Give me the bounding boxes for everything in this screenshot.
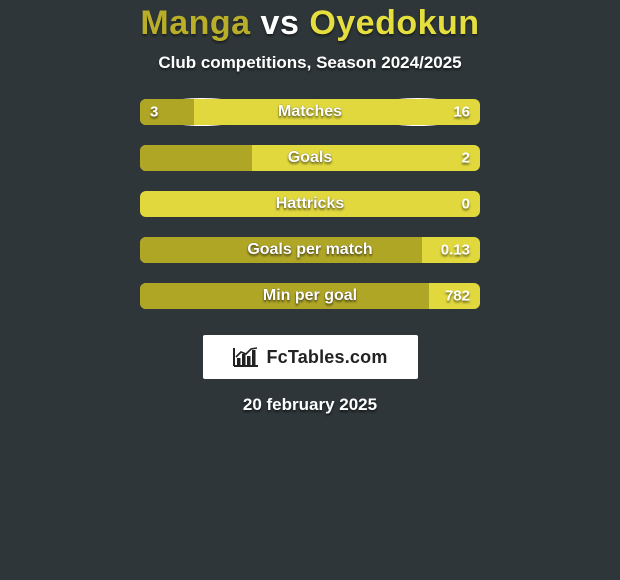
page-title: Manga vs Oyedokun bbox=[140, 4, 479, 43]
stat-value-right: 782 bbox=[445, 288, 470, 305]
stat-bar-left-fill bbox=[140, 283, 429, 309]
comparison-infographic: Manga vs Oyedokun Club competitions, Sea… bbox=[0, 0, 620, 580]
stat-bar-left-fill bbox=[140, 99, 194, 125]
stat-row: Min per goal782 bbox=[140, 283, 480, 309]
player2-name: Oyedokun bbox=[309, 4, 479, 42]
date-label: 20 february 2025 bbox=[243, 395, 377, 415]
stat-bar: Goals per match0.13 bbox=[140, 237, 480, 263]
stat-value-right: 16 bbox=[453, 104, 470, 121]
subtitle: Club competitions, Season 2024/2025 bbox=[158, 53, 461, 73]
stat-bar: Min per goal782 bbox=[140, 283, 480, 309]
stat-row: Goals per match0.13 bbox=[140, 237, 480, 263]
stat-row: Hattricks0 bbox=[140, 191, 480, 217]
stat-bar-left-fill bbox=[140, 237, 422, 263]
stat-bar: Hattricks0 bbox=[140, 191, 480, 217]
stat-label: Hattricks bbox=[140, 195, 480, 213]
stat-bar: Matches316 bbox=[140, 99, 480, 125]
stat-value-right: 0 bbox=[462, 196, 470, 213]
stat-rows: Matches316 Goals2 Hattricks0 Goals per matc… bbox=[140, 99, 480, 329]
stat-bar-left-fill bbox=[140, 145, 252, 171]
logo-box: FcTables.com bbox=[203, 335, 418, 379]
bar-chart-icon bbox=[232, 346, 260, 368]
vs-text: vs bbox=[261, 4, 300, 42]
stat-bar: Goals2 bbox=[140, 145, 480, 171]
logo-text: FcTables.com bbox=[266, 347, 387, 368]
player1-name: Manga bbox=[140, 4, 250, 42]
stat-row: Goals2 bbox=[140, 145, 480, 171]
stat-value-right: 2 bbox=[462, 150, 470, 167]
stat-row: Matches316 bbox=[140, 99, 480, 125]
stat-value-right: 0.13 bbox=[441, 242, 470, 259]
